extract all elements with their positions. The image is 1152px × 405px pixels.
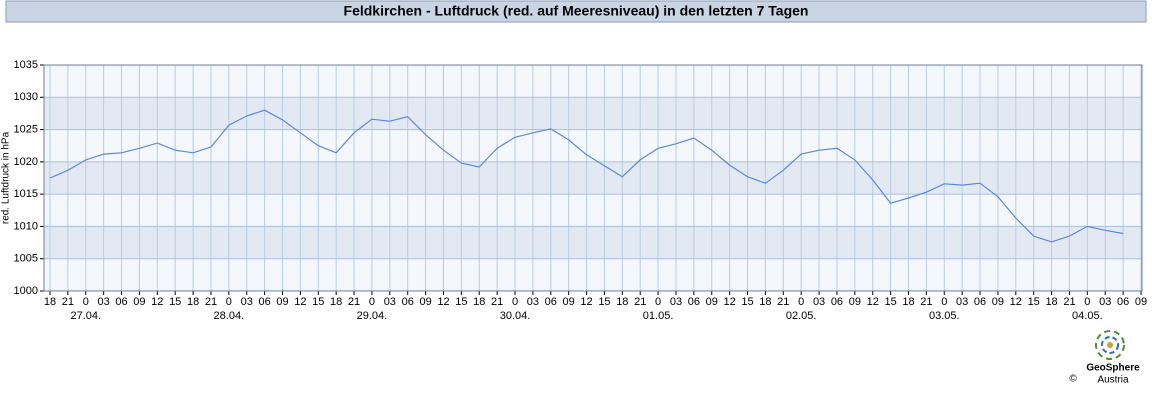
title-bar — [5, 0, 1147, 23]
x-tick-label: 18 — [902, 296, 914, 308]
x-tick-label: 06 — [545, 296, 557, 308]
x-day-label: 27.04. — [70, 310, 101, 322]
x-tick-label: 15 — [741, 296, 753, 308]
x-tick-label: 0 — [798, 296, 804, 308]
y-tick-label: 1010 — [14, 220, 38, 232]
x-tick-label: 09 — [1135, 296, 1147, 308]
x-tick-label: 18 — [616, 296, 628, 308]
y-tick-label: 1035 — [14, 59, 38, 71]
x-tick-label: 18 — [187, 296, 199, 308]
x-tick-label: 03 — [813, 296, 825, 308]
x-tick-label: 12 — [724, 296, 736, 308]
logo — [1095, 330, 1125, 360]
x-tick-label: 21 — [1063, 296, 1075, 308]
grid-band — [44, 161, 1142, 195]
plot-border — [43, 64, 1143, 292]
x-tick-label: 15 — [312, 296, 324, 308]
x-tick-label: 12 — [151, 296, 163, 308]
x-tick-label: 03 — [670, 296, 682, 308]
x-tick-label: 0 — [941, 296, 947, 308]
x-tick-label: 09 — [276, 296, 288, 308]
y-tick-label: 1030 — [14, 91, 38, 103]
grid-band — [44, 226, 1142, 259]
x-tick-label: 18 — [330, 296, 342, 308]
x-tick-label: 0 — [226, 296, 232, 308]
y-tick-label: 1015 — [14, 188, 38, 200]
grid-band — [44, 97, 1142, 130]
x-tick-label: 12 — [294, 296, 306, 308]
x-tick-label: 03 — [1099, 296, 1111, 308]
x-tick-label: 21 — [920, 296, 932, 308]
plot-area: 18 21 0 27.04. 03 06 09 12 15 18 21 0 28.04. 03 06 09 12… — [14, 59, 1148, 322]
x-tick-label: 0 — [512, 296, 518, 308]
x-day-label: 02.05. — [786, 310, 817, 322]
logo-name: GeoSphere — [1086, 363, 1140, 374]
x-tick-label: 09 — [992, 296, 1004, 308]
x-tick-label: 21 — [491, 296, 503, 308]
x-tick-label: 0 — [369, 296, 375, 308]
x-tick-label: 21 — [777, 296, 789, 308]
x-tick-label: 03 — [527, 296, 539, 308]
y-axis-label: red. Luftdruck in hPa — [1, 131, 12, 224]
data-line — [49, 109, 1124, 243]
x-tick-label: 12 — [580, 296, 592, 308]
x-day-label: 03.05. — [929, 310, 960, 322]
x-tick-label: 06 — [258, 296, 270, 308]
x-tick-label: 06 — [115, 296, 127, 308]
y-tick-label: 1005 — [14, 253, 38, 265]
x-tick-label: 0 — [1084, 296, 1090, 308]
x-tick-label: 12 — [1010, 296, 1022, 308]
y-tick-label: 1020 — [14, 156, 38, 168]
x-tick-label: 12 — [437, 296, 449, 308]
x-tick-label: 21 — [205, 296, 217, 308]
copyright: © — [1069, 374, 1077, 385]
x-tick-label: 0 — [83, 296, 89, 308]
x-tick-label: 03 — [98, 296, 110, 308]
x-day-label: 04.05. — [1072, 310, 1103, 322]
x-tick-label: 21 — [634, 296, 646, 308]
x-tick-label: 09 — [419, 296, 431, 308]
x-tick-label: 21 — [62, 296, 74, 308]
x-tick-label: 15 — [455, 296, 467, 308]
chart-title: Feldkirchen - Luftdruck (red. auf Meeres… — [344, 3, 809, 19]
x-day-label: 28.04. — [214, 310, 245, 322]
x-tick-label: 18 — [759, 296, 771, 308]
y-tick-label: 1000 — [14, 285, 38, 297]
logo-sub: Austria — [1097, 375, 1129, 386]
x-tick-label: 09 — [706, 296, 718, 308]
x-day-label: 01.05. — [643, 310, 674, 322]
x-tick-label: 12 — [867, 296, 879, 308]
x-tick-label: 06 — [688, 296, 700, 308]
x-tick-label: 15 — [1028, 296, 1040, 308]
x-tick-label: 03 — [384, 296, 396, 308]
x-tick-label: 18 — [44, 296, 56, 308]
x-day-label: 30.04. — [500, 310, 531, 322]
x-tick-label: 15 — [884, 296, 896, 308]
x-tick-label: 0 — [655, 296, 661, 308]
x-tick-label: 06 — [402, 296, 414, 308]
x-tick-label: 15 — [169, 296, 181, 308]
x-tick-label: 03 — [956, 296, 968, 308]
y-tick-label: 1025 — [14, 123, 38, 135]
x-tick-label: 15 — [598, 296, 610, 308]
x-tick-label: 09 — [563, 296, 575, 308]
x-tick-label: 18 — [1045, 296, 1057, 308]
x-tick-label: 06 — [1117, 296, 1129, 308]
x-day-label: 29.04. — [357, 310, 388, 322]
x-tick-label: 03 — [241, 296, 253, 308]
x-tick-label: 21 — [348, 296, 360, 308]
x-tick-label: 06 — [831, 296, 843, 308]
x-tick-label: 18 — [473, 296, 485, 308]
x-tick-label: 09 — [133, 296, 145, 308]
x-tick-label: 09 — [849, 296, 861, 308]
x-tick-label: 06 — [974, 296, 986, 308]
